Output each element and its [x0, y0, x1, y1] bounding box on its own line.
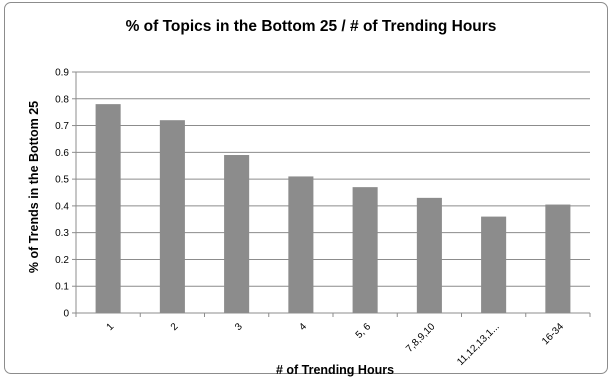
x-tick-labels: 1 2 3 4 5, 6 7,8,9,10 11,12,13,1... 16-34 [105, 321, 567, 368]
gridlines [76, 71, 590, 287]
bar [95, 104, 121, 313]
bar [545, 204, 571, 313]
x-tick-label: 11,12,13,1... [455, 321, 502, 368]
y-tick-label: 0.8 [55, 94, 69, 105]
y-tick-label: 0.1 [55, 282, 69, 293]
y-tick-label: 0.5 [55, 175, 69, 186]
bar [159, 120, 185, 313]
y-tick-label: 0.2 [55, 255, 69, 266]
x-tick-label: 4 [297, 321, 309, 333]
bar [481, 216, 507, 313]
chart-title: % of Topics in the Bottom 25 / # of Tren… [126, 18, 497, 35]
y-tick-label: 0.6 [55, 148, 69, 159]
y-tick-label: 0.7 [55, 121, 69, 132]
y-tick-label: 0.9 [55, 68, 69, 79]
y-tick-label: 0.4 [55, 201, 69, 212]
x-tick-label: 1 [105, 321, 117, 333]
x-tick-label: 2 [169, 321, 181, 333]
y-tick-labels: 0 0.1 0.2 0.3 0.4 0.5 0.6 0.7 0.8 0.9 [55, 68, 69, 320]
x-tick-label: 7,8,9,10 [404, 321, 438, 355]
x-tick-label: 5, 6 [354, 321, 374, 341]
x-tick-label: 16-34 [540, 321, 566, 347]
bars [95, 104, 571, 313]
y-axis-title: % of Trends in the Bottom 25 [27, 101, 41, 273]
y-tick-label: 0.3 [55, 228, 69, 239]
bar [224, 155, 250, 313]
bar [352, 187, 378, 313]
axes [72, 71, 591, 317]
x-axis-title: # of Trending Hours [276, 363, 394, 377]
bar [288, 176, 314, 313]
y-tick-label: 0 [63, 309, 69, 320]
bar [416, 197, 442, 313]
x-tick-label: 3 [233, 321, 245, 333]
